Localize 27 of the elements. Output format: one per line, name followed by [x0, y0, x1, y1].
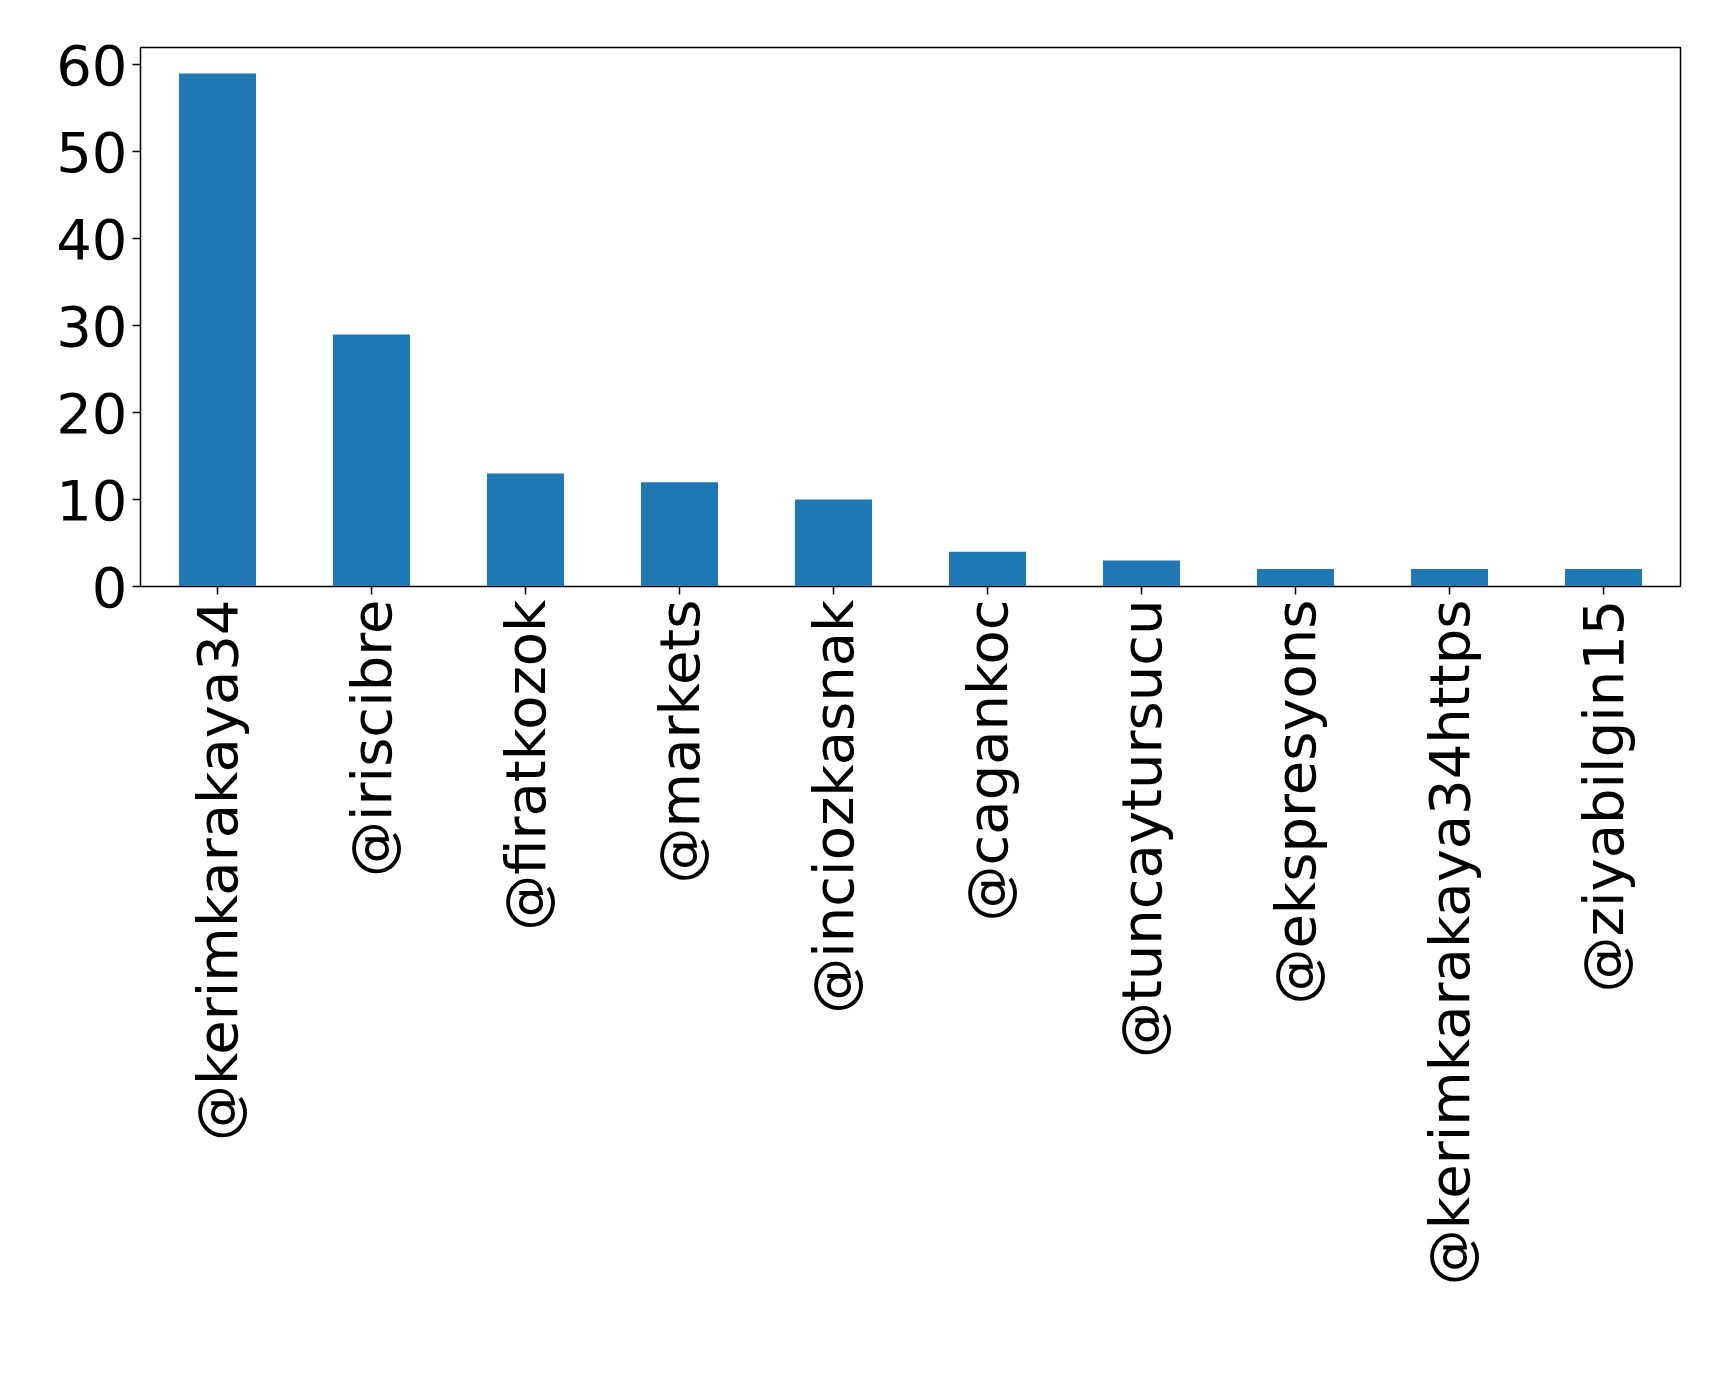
- bar: [1257, 569, 1334, 587]
- bar: [487, 473, 564, 587]
- bar: [949, 551, 1026, 587]
- y-tick-label: 30: [56, 293, 128, 359]
- bar: [333, 334, 410, 587]
- x-tick-label: @cagankoc: [955, 599, 1020, 922]
- bar: [1411, 569, 1488, 587]
- x-tick-label: @iriscibre: [339, 599, 404, 877]
- x-tick-label: @markets: [647, 599, 712, 884]
- x-tick-label: @kerimkarakaya34: [185, 599, 250, 1142]
- y-tick-label: 50: [56, 119, 128, 185]
- x-tick-label: @firatkozok: [493, 598, 558, 931]
- x-tick-label: @inciozkasnak: [801, 598, 866, 1014]
- y-tick-label: 60: [56, 32, 128, 98]
- bar: [1565, 569, 1642, 587]
- bar: [1103, 560, 1180, 587]
- y-tick-label: 10: [56, 467, 128, 533]
- y-tick-label: 0: [91, 554, 128, 620]
- x-tick-label: @ziyabilgin15: [1571, 599, 1636, 993]
- x-tick-label: @ekspresyons: [1263, 599, 1328, 1005]
- bar: [641, 482, 718, 587]
- bar: [795, 499, 872, 587]
- y-tick-label: 40: [56, 206, 128, 272]
- x-tick-label: @tuncaytursucu: [1109, 599, 1174, 1059]
- bar: [179, 73, 256, 587]
- x-tick-label: @kerimkarakaya34https: [1417, 599, 1482, 1286]
- y-tick-label: 20: [56, 380, 128, 446]
